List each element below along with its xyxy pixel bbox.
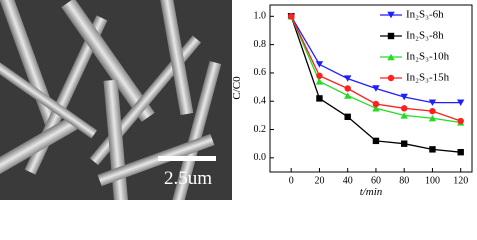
legend-marker (387, 53, 395, 61)
marker (457, 148, 464, 156)
legend-label: In₂S₃-10h (406, 51, 450, 63)
marker (372, 85, 380, 92)
y-axis-label: C/C0 (231, 76, 243, 100)
y-tick-label: 0.2 (254, 124, 267, 135)
y-tick-label: 1.0 (254, 11, 267, 22)
y-tick-label: 0.6 (254, 67, 267, 78)
x-tick-label: 100 (425, 175, 440, 186)
legend-label: In₂S₃-15h (406, 72, 450, 84)
legend-label: In₂S₃-8h (406, 30, 444, 42)
sem-image: 2.5um (0, 0, 232, 231)
marker (372, 100, 380, 108)
marker (343, 75, 352, 82)
marker (429, 107, 436, 115)
x-tick-label: 20 (314, 175, 324, 186)
legend-marker (387, 32, 395, 40)
x-tick-label: 120 (453, 175, 468, 186)
marker (400, 93, 408, 101)
marker (400, 112, 408, 119)
y-tick-label: 0.8 (254, 39, 267, 50)
marker (457, 117, 464, 125)
marker (315, 78, 324, 85)
marker (429, 146, 436, 153)
scale-bar-label: 2.5um (164, 168, 212, 189)
marker (400, 105, 408, 112)
marker (372, 137, 380, 145)
legend-marker (387, 74, 395, 82)
marker (400, 140, 408, 147)
legend-marker (387, 11, 395, 19)
marker (343, 92, 352, 99)
x-tick-label: 80 (399, 175, 409, 186)
marker (344, 85, 351, 92)
x-tick-label: 0 (289, 175, 294, 186)
marker (315, 61, 324, 68)
marker (316, 95, 323, 102)
plot-frame (269, 4, 473, 173)
marker (456, 99, 465, 106)
marker (344, 113, 351, 121)
figure: 2.5um C/C0 t/min 0.0 0.2 0.4 0.6 0.8 1.0 0 20 40… (0, 0, 473, 231)
marker (287, 13, 295, 20)
x-tick-label: 60 (371, 175, 381, 186)
marker (372, 105, 380, 112)
y-tick-label: 0.0 (254, 152, 267, 163)
y-tick-label: 0.4 (254, 96, 267, 107)
legend-label: In₂S₃-6h (406, 9, 444, 21)
x-axis-label: t/min (360, 186, 383, 198)
x-tick-label: 40 (343, 175, 353, 186)
marker (428, 99, 437, 106)
marker (428, 115, 437, 122)
marker (316, 72, 323, 79)
